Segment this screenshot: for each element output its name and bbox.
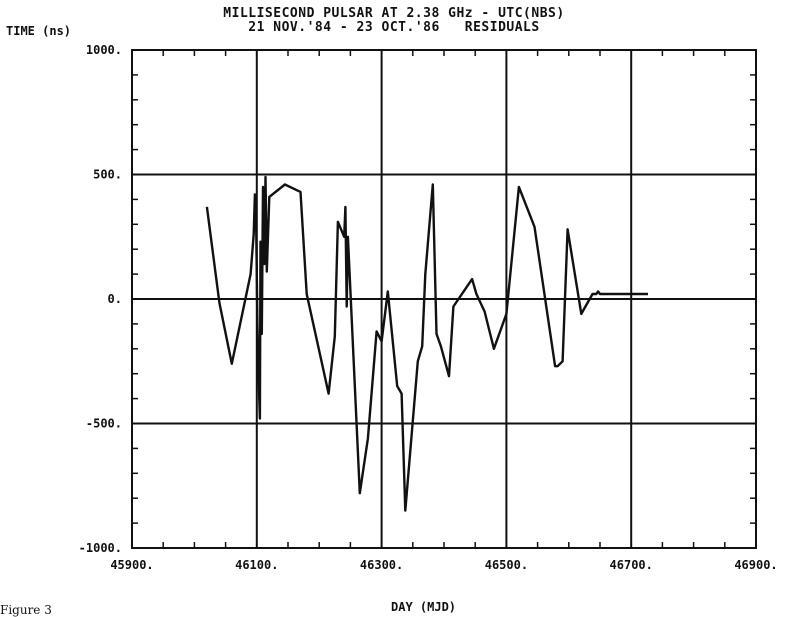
chart-title: MILLISECOND PULSAR AT 2.38 GHz - UTC(NBS… (223, 6, 565, 21)
y-tick-label: -500. (86, 417, 122, 431)
x-axis-label: DAY (MJD) (391, 600, 457, 614)
x-tick-label: 46500. (485, 558, 528, 572)
y-tick-label: 0. (108, 292, 122, 306)
chart-subtitle: 21 NOV.'84 - 23 OCT.'86 RESIDUALS (248, 20, 540, 35)
y-tick-label: 500. (93, 168, 122, 182)
x-tick-label: 46300. (360, 558, 403, 572)
residuals-line (205, 175, 648, 512)
figure-caption: Figure 3 (0, 603, 52, 617)
x-tick-label: 45900. (110, 558, 153, 572)
x-tick-label: 46900. (734, 558, 777, 572)
x-tick-label: 46100. (235, 558, 278, 572)
x-tick-label: 46700. (610, 558, 653, 572)
y-axis-label: TIME (ns) (6, 24, 72, 38)
y-tick-label: -1000. (79, 541, 122, 555)
y-tick-label: 1000. (86, 43, 122, 57)
